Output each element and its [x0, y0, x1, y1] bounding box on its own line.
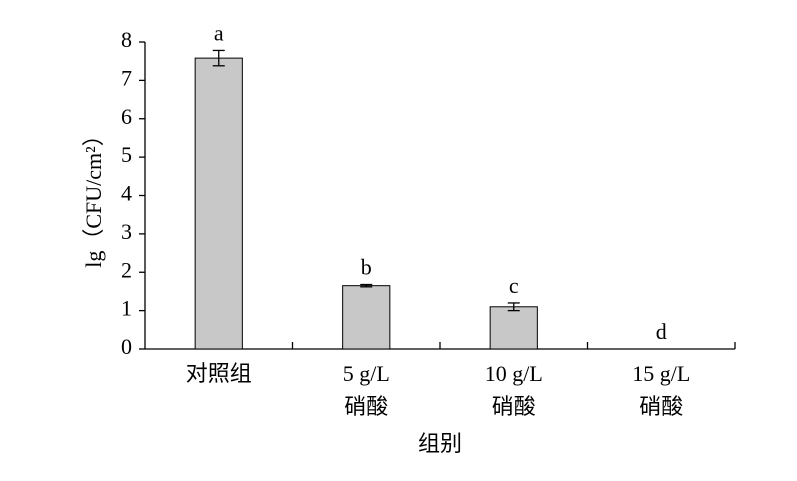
y-tick-label: 2 [121, 257, 132, 282]
x-tick-label: 10 g/L [485, 361, 543, 386]
y-tick-label: 1 [121, 296, 132, 321]
annotation: a [214, 20, 224, 45]
y-tick-label: 5 [121, 142, 132, 167]
bar [342, 285, 391, 350]
y-tick-label: 0 [121, 334, 132, 359]
x-tick-label: 5 g/L [343, 361, 390, 386]
annotation: c [509, 273, 519, 298]
x-tick-label: 硝酸 [492, 394, 536, 419]
bar [489, 306, 538, 350]
y-axis-label: lg（CFU/cm²） [81, 124, 106, 268]
x-tick-label: 15 g/L [632, 361, 690, 386]
annotation: b [361, 255, 372, 280]
y-tick-label: 3 [121, 219, 132, 244]
annotation: d [656, 319, 667, 344]
x-axis-label: 组别 [418, 431, 462, 456]
x-tick-label: 对照组 [186, 361, 252, 386]
y-tick-label: 7 [121, 65, 132, 90]
y-tick-label: 6 [121, 104, 132, 129]
x-tick-label: 硝酸 [344, 394, 388, 419]
y-tick-label: 4 [121, 181, 132, 206]
x-tick-label: 硝酸 [639, 394, 683, 419]
y-tick-label: 8 [121, 27, 132, 52]
bar [194, 57, 243, 350]
